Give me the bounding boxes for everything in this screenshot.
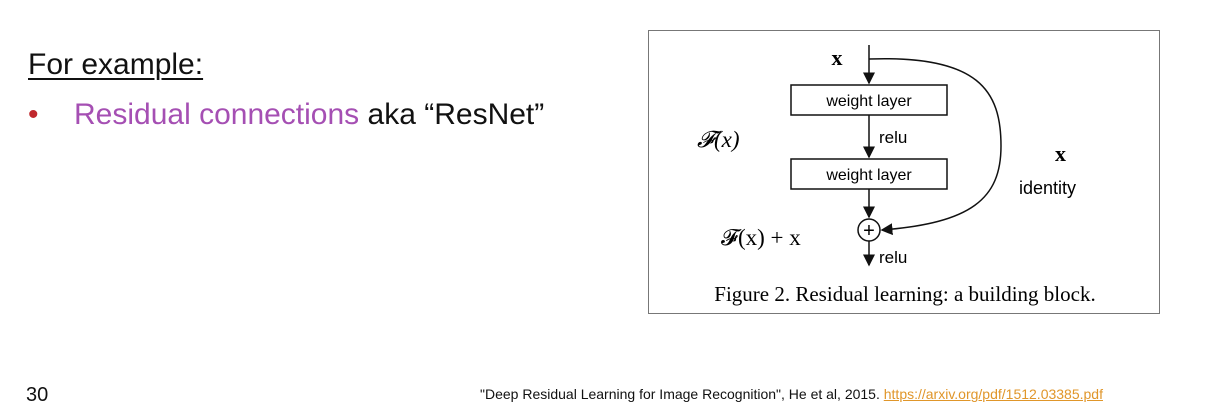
citation: "Deep Residual Learning for Image Recogn… — [480, 386, 1103, 402]
bullet-item: • Residual connections aka “ResNet” — [28, 98, 544, 132]
identity-skip-arrow — [868, 57, 1002, 236]
sum-label: 𝓕(x) + x — [721, 225, 801, 250]
citation-text: "Deep Residual Learning for Image Recogn… — [480, 386, 884, 402]
identity-x-label: x — [1055, 141, 1066, 166]
input-x-label: x — [832, 45, 843, 70]
slide-number: 30 — [26, 384, 49, 406]
weight-layer-1-label: weight layer — [825, 93, 912, 110]
citation-link[interactable]: https://arxiv.org/pdf/1512.03385.pdf — [883, 386, 1103, 402]
bullet-highlight-text: Residual connections — [74, 98, 360, 131]
bullet-rest-text: aka “ResNet” — [359, 98, 545, 131]
plus-icon: + — [863, 220, 875, 242]
relu-out-label: relu — [879, 248, 907, 267]
resnet-figure: x weight layer relu weight layer + relu … — [648, 30, 1160, 314]
fx-label: 𝓕(x) — [697, 127, 740, 152]
bullet-marker: • — [28, 98, 39, 131]
slide-heading: For example: — [28, 48, 204, 81]
identity-label: identity — [1019, 178, 1076, 198]
weight-layer-2 — [790, 158, 948, 190]
residual-block-diagram: x weight layer relu weight layer + relu … — [697, 45, 1096, 306]
weight-layer-2-label: weight layer — [825, 167, 912, 184]
relu-mid-label: relu — [879, 128, 907, 147]
figure-caption: Figure 2. Residual learning: a building … — [714, 282, 1095, 306]
